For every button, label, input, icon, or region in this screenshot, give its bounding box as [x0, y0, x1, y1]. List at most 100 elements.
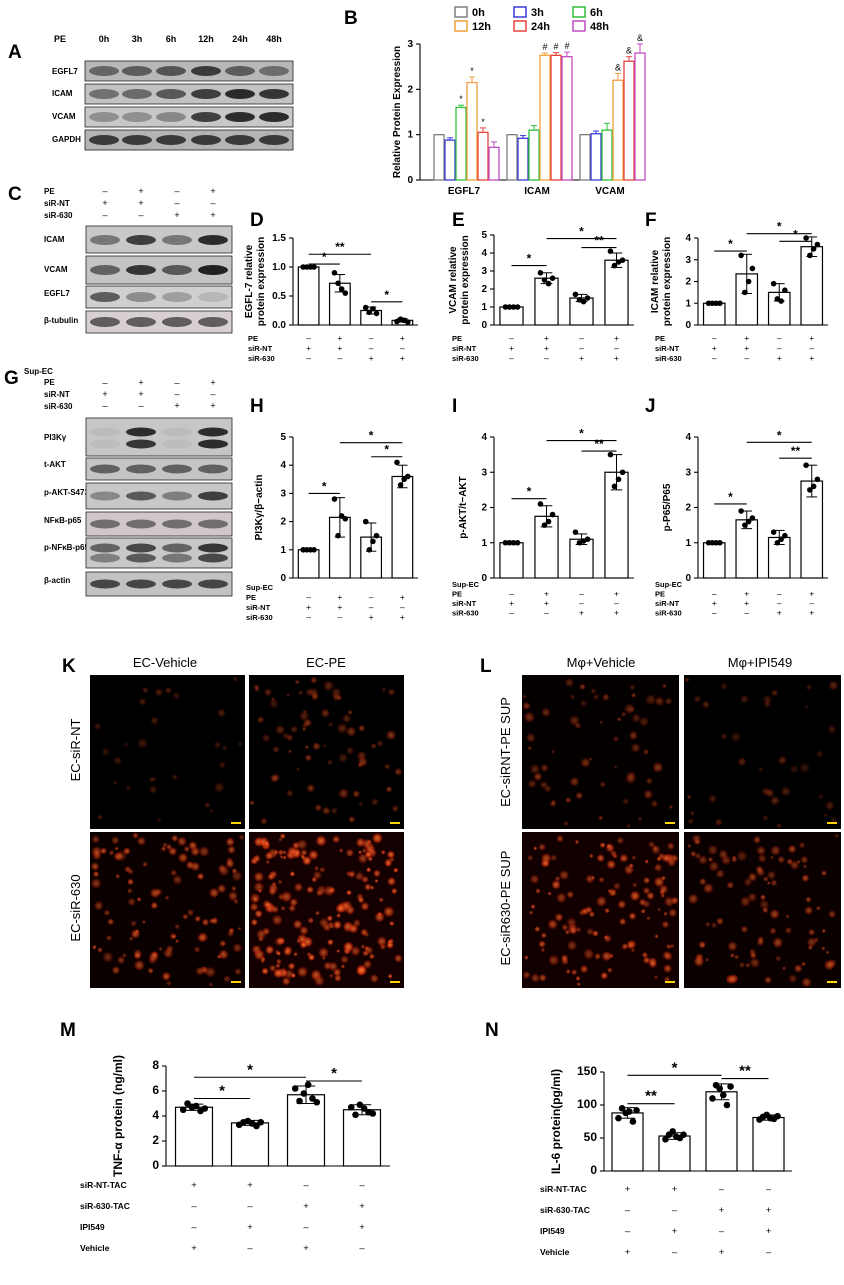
significance-mark: * — [527, 252, 532, 266]
blot-band — [162, 543, 192, 553]
legend-label: 12h — [472, 21, 491, 33]
condition-label: siR-NT-TAC — [540, 1184, 587, 1194]
fluorescent-cell — [260, 958, 265, 964]
y-tick-label: 50 — [584, 1130, 598, 1144]
condition-sign: + — [719, 1247, 725, 1258]
condition-sign: + — [766, 1205, 772, 1216]
fluorescent-cell — [357, 756, 369, 768]
blot-band — [156, 112, 186, 122]
data-point — [738, 508, 744, 514]
blot-band — [191, 66, 221, 76]
fluorescent-cell — [176, 836, 188, 847]
fluorescent-cell — [766, 881, 772, 886]
fluorescent-cell — [113, 780, 118, 786]
data-point — [807, 252, 813, 259]
y-tick-label: 3 — [481, 467, 487, 478]
y-tick-label: 4 — [481, 248, 487, 259]
fluorescent-cell — [538, 843, 547, 852]
panel-letter-b: B — [344, 8, 358, 29]
fluorescent-cell — [769, 795, 781, 806]
fluorescent-cell — [522, 701, 531, 711]
fluorescent-cell — [597, 815, 604, 821]
condition-sign: + — [744, 598, 749, 608]
y-tick-label: 0 — [152, 1158, 159, 1172]
blot-c-sign: – — [102, 210, 107, 220]
fluorescent-cell — [370, 742, 377, 750]
blot-c-sign: + — [102, 198, 107, 208]
blot-band — [89, 112, 119, 122]
y-tick-label: 4 — [685, 233, 691, 244]
y-tick-label: 1 — [685, 298, 691, 309]
condition-sign: + — [544, 589, 549, 599]
blot-band — [122, 135, 152, 145]
fluorescent-cell — [784, 926, 793, 935]
blot-band — [90, 491, 120, 501]
fluorescent-cell — [796, 859, 801, 865]
condition-sign: + — [306, 343, 311, 353]
y-tick-label: 2 — [481, 503, 487, 514]
data-point — [749, 265, 756, 272]
y-axis-label: protein expression — [256, 237, 267, 326]
blot-band — [126, 519, 156, 529]
panel-letter-l: L — [480, 656, 492, 677]
fluorescent-cell — [645, 693, 657, 706]
fluorescent-cell — [566, 890, 575, 899]
fluorescent-cell — [300, 849, 308, 857]
blot-band — [198, 439, 228, 449]
condition-sign: + — [544, 333, 549, 343]
fluorescent-cell — [128, 936, 134, 942]
fluorescent-cell — [293, 882, 304, 893]
fluorescent-cell — [314, 803, 323, 812]
fluorescent-cell — [815, 905, 822, 911]
data-point — [201, 1105, 209, 1112]
fluorescent-cell — [277, 849, 285, 856]
micrographs-l: Mφ+Vehicle Mφ+IPI549 EC-siRNT-PE SUP EC-… — [498, 655, 841, 988]
condition-sign: – — [809, 343, 814, 353]
data-point — [782, 532, 788, 539]
blot-c-sign: – — [138, 210, 143, 220]
condition-sign: – — [400, 343, 405, 353]
fluorescent-cell — [628, 863, 634, 869]
fluorescent-cell — [687, 893, 699, 905]
fluorescent-cell — [769, 844, 782, 857]
fluorescent-cell — [232, 898, 240, 905]
bar — [569, 538, 594, 579]
fluorescent-cell — [286, 693, 291, 698]
fluorescent-cell — [622, 797, 630, 805]
fluorescent-cell — [154, 688, 164, 697]
y-axis-label: protein expression — [662, 237, 673, 326]
condition-sign: – — [809, 598, 814, 608]
significance-mark: * — [384, 288, 389, 302]
fluorescent-cell — [174, 923, 181, 930]
condition-sign: – — [672, 1247, 678, 1258]
fluorescent-cell — [296, 838, 308, 851]
blot-g-cond-sirnt: siR-NT — [44, 390, 70, 399]
fluorescent-cell — [304, 754, 313, 762]
fluorescent-cell — [91, 944, 97, 950]
bar — [433, 134, 445, 181]
fluorescent-cell — [756, 938, 765, 947]
data-point — [629, 1118, 637, 1125]
bar — [702, 542, 726, 579]
y-tick-label: 4 — [685, 432, 691, 443]
y-tick-label: 5 — [280, 432, 286, 443]
fluorescent-cell — [388, 856, 395, 863]
condition-label: siR-630-TAC — [540, 1205, 590, 1215]
fluorescent-cell — [391, 804, 400, 813]
condition-label: IPI549 — [80, 1222, 105, 1232]
fluorescent-cell — [232, 676, 239, 683]
fluorescent-cell — [374, 911, 386, 923]
fluorescent-cell — [534, 925, 541, 933]
data-point — [366, 547, 373, 553]
fluorescent-cell — [378, 897, 384, 903]
data-point — [253, 1122, 260, 1130]
fluorescent-cell — [364, 850, 373, 859]
condition-sign: + — [400, 353, 405, 363]
significance-mark: * — [369, 429, 374, 443]
fluorescent-cell — [662, 963, 673, 974]
fluorescent-cell — [656, 856, 662, 862]
significance-mark: * — [777, 220, 782, 234]
condition-label: Sup-EC — [452, 580, 480, 589]
fluorescent-cell — [196, 872, 205, 881]
